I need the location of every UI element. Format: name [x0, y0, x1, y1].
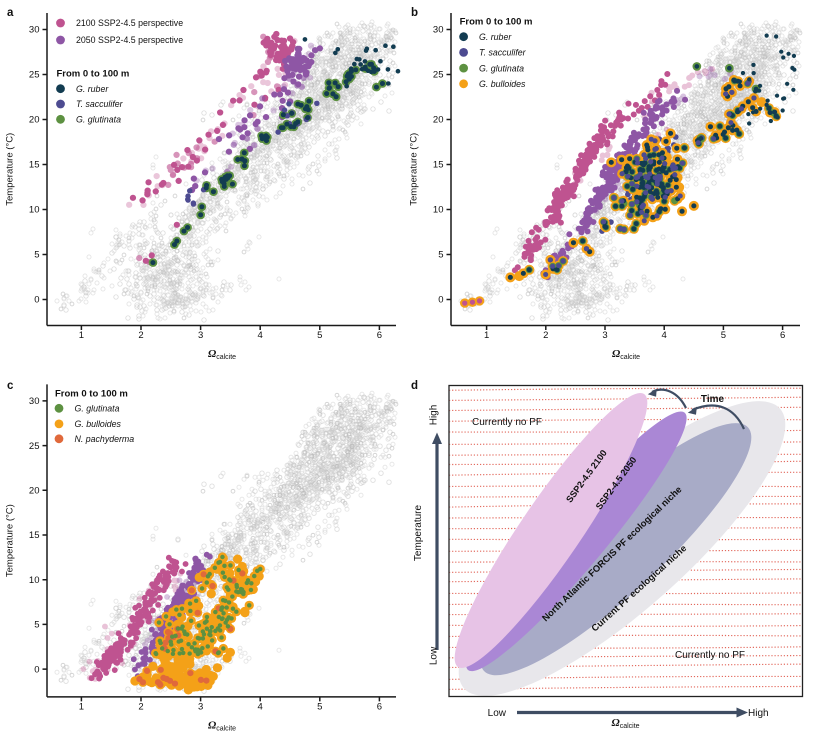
svg-text:10: 10 — [29, 575, 40, 586]
svg-text:3: 3 — [198, 701, 203, 712]
svg-text:Time: Time — [701, 394, 725, 405]
svg-text:6: 6 — [377, 701, 382, 712]
svg-text:G. glutinata: G. glutinata — [75, 404, 120, 414]
svg-text:2100 SSP2-4.5 perspective: 2100 SSP2-4.5 perspective — [76, 18, 183, 28]
svg-text:Temperature (°C): Temperature (°C) — [5, 133, 16, 206]
svg-text:0: 0 — [34, 295, 39, 306]
svg-text:3: 3 — [198, 330, 203, 341]
svg-text:T. sacculifer: T. sacculifer — [479, 48, 527, 58]
svg-text:Low: Low — [488, 708, 507, 719]
svg-text:4: 4 — [258, 701, 263, 712]
svg-text:20: 20 — [29, 486, 40, 497]
svg-text:5: 5 — [317, 701, 322, 712]
svg-text:4: 4 — [258, 330, 263, 341]
svg-text:6: 6 — [377, 330, 382, 341]
svg-text:From 0 to 100 m: From 0 to 100 m — [55, 389, 128, 400]
svg-text:From 0 to 100 m: From 0 to 100 m — [460, 17, 533, 28]
svg-text:25: 25 — [433, 70, 444, 81]
svg-text:5: 5 — [438, 250, 443, 261]
svg-text:High: High — [429, 405, 440, 426]
svg-text:G. ruber: G. ruber — [479, 32, 512, 42]
svg-text:Currently no PF: Currently no PF — [472, 417, 542, 428]
svg-text:a: a — [7, 7, 14, 19]
svg-text:5: 5 — [317, 330, 322, 341]
svg-text:From 0 to 100 m: From 0 to 100 m — [57, 69, 130, 80]
svg-text:10: 10 — [29, 205, 40, 216]
svg-text:25: 25 — [29, 441, 40, 452]
svg-text:30: 30 — [433, 25, 444, 36]
svg-text:0: 0 — [34, 664, 39, 675]
svg-text:20: 20 — [433, 115, 444, 126]
svg-text:2: 2 — [138, 330, 143, 341]
svg-text:b: b — [411, 7, 418, 19]
svg-text:T. sacculifer: T. sacculifer — [76, 99, 124, 109]
svg-text:Low: Low — [429, 646, 440, 665]
svg-text:Temperature (°C): Temperature (°C) — [5, 504, 16, 577]
svg-text:1: 1 — [484, 330, 489, 341]
svg-text:6: 6 — [780, 330, 785, 341]
svg-text:15: 15 — [433, 160, 444, 171]
svg-text:2: 2 — [138, 701, 143, 712]
svg-text:1: 1 — [79, 701, 84, 712]
svg-text:3: 3 — [602, 330, 607, 341]
svg-text:4: 4 — [662, 330, 667, 341]
svg-text:Temperature: Temperature — [413, 504, 424, 561]
svg-text:0: 0 — [438, 295, 443, 306]
svg-text:20: 20 — [29, 115, 40, 126]
svg-text:N. pachyderma: N. pachyderma — [75, 434, 135, 444]
svg-text:High: High — [748, 708, 769, 719]
svg-text:G. glutinata: G. glutinata — [479, 63, 524, 73]
svg-text:30: 30 — [29, 396, 40, 407]
svg-text:G. glutinata: G. glutinata — [76, 115, 121, 125]
svg-text:Currently no PF: Currently no PF — [675, 650, 745, 661]
svg-text:30: 30 — [29, 25, 40, 36]
svg-text:5: 5 — [34, 620, 39, 631]
svg-text:d: d — [411, 380, 418, 392]
svg-text:2050 SSP2-4.5 perspective: 2050 SSP2-4.5 perspective — [76, 35, 183, 45]
svg-text:1: 1 — [79, 330, 84, 341]
svg-text:5: 5 — [721, 330, 726, 341]
svg-text:G. bulloides: G. bulloides — [75, 419, 122, 429]
svg-text:15: 15 — [29, 160, 40, 171]
svg-text:5: 5 — [34, 250, 39, 261]
svg-text:2: 2 — [543, 330, 548, 341]
svg-text:15: 15 — [29, 530, 40, 541]
svg-text:10: 10 — [433, 205, 444, 216]
svg-text:G. bulloides: G. bulloides — [479, 79, 526, 89]
svg-text:25: 25 — [29, 70, 40, 81]
svg-text:G. ruber: G. ruber — [76, 84, 109, 94]
svg-text:Temperature (°C): Temperature (°C) — [409, 133, 420, 206]
svg-text:c: c — [7, 380, 14, 392]
